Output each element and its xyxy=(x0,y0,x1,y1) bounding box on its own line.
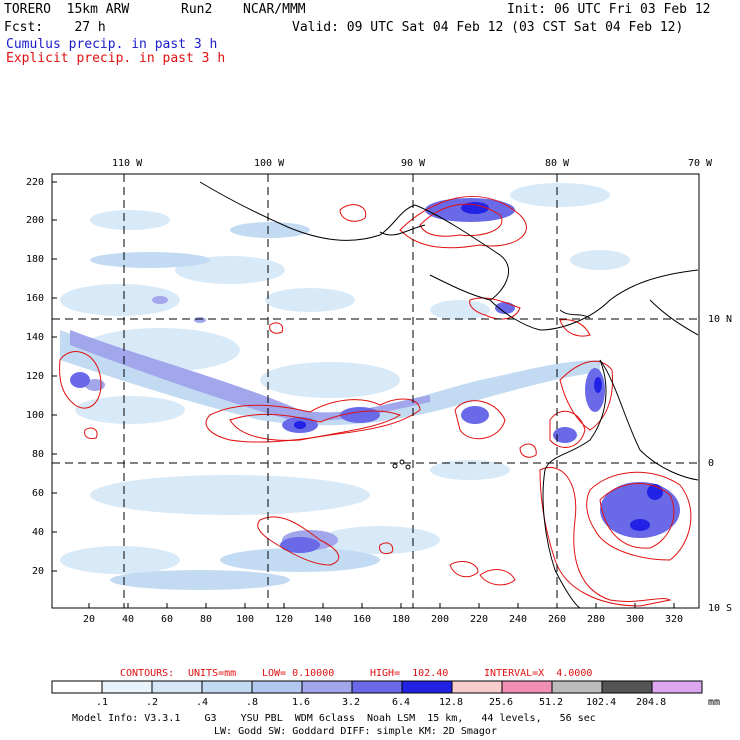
lat-label: 10 S xyxy=(708,603,733,614)
x-tick-label: 220 xyxy=(470,614,489,625)
y-tick-label: 220 xyxy=(26,177,45,188)
y-tick-label: 80 xyxy=(32,449,45,460)
x-tick-label: 140 xyxy=(314,614,333,625)
contours-interval: INTERVAL=X 4.0000 xyxy=(484,668,593,679)
y-tick-label: 120 xyxy=(26,371,45,382)
init-time: Init: 06 UTC Fri 03 Feb 12 xyxy=(507,2,711,17)
legend-cumulus: Cumulus precip. in past 3 h xyxy=(6,37,218,52)
y-tick-label: 140 xyxy=(26,332,45,343)
x-tick-label: 40 xyxy=(122,614,135,625)
precip-field xyxy=(59,181,699,608)
x-tick-label: 160 xyxy=(353,614,372,625)
contours-high: HIGH= 102.40 xyxy=(370,668,449,679)
x-tick-label: 120 xyxy=(275,614,294,625)
colorbar-label: .2 xyxy=(146,697,159,708)
colorbar-label: .8 xyxy=(246,697,259,708)
colorbar-label: 1.6 xyxy=(292,697,311,708)
lon-label: 110 W xyxy=(112,158,143,169)
y-tick-label: 200 xyxy=(26,215,45,226)
legend-explicit: Explicit precip. in past 3 h xyxy=(6,51,226,66)
x-tick-label: 60 xyxy=(161,614,174,625)
org-label: NCAR/MMM xyxy=(243,2,306,17)
y-tick-label: 40 xyxy=(32,527,45,538)
colorbar xyxy=(51,680,703,694)
lat-label: 0 xyxy=(708,458,715,469)
colorbar-label: .1 xyxy=(96,697,109,708)
y-tick-label: 160 xyxy=(26,293,45,304)
x-tick-label: 300 xyxy=(626,614,645,625)
x-tick-label: 240 xyxy=(509,614,528,625)
contours-units: UNITS=mm xyxy=(188,668,237,679)
colorbar-label: 6.4 xyxy=(392,697,411,708)
y-tick-label: 20 xyxy=(32,566,45,577)
forecast-hour: Fcst: 27 h xyxy=(4,20,106,35)
graticule xyxy=(52,174,699,608)
lon-label: 80 W xyxy=(545,158,570,169)
x-tick-label: 100 xyxy=(236,614,255,625)
colorbar-label: 12.8 xyxy=(439,697,464,708)
x-tick-label: 180 xyxy=(392,614,411,625)
run-label: Run2 xyxy=(181,2,213,17)
x-tick-label: 260 xyxy=(548,614,567,625)
model-info: Model Info: V3.3.1 G3 YSU PBL WDM 6class… xyxy=(72,713,596,724)
colorbar-label: 102.4 xyxy=(586,697,617,708)
y-tick-label: 180 xyxy=(26,254,45,265)
model-title: TORERO 15km ARW xyxy=(4,2,130,17)
lon-label: 70 W xyxy=(688,158,713,169)
lat-label: 10 N xyxy=(708,314,733,325)
contours-label: CONTOURS: xyxy=(120,668,175,679)
x-tick-label: 80 xyxy=(200,614,213,625)
contours-low: LOW= 0.10000 xyxy=(262,668,335,679)
lon-label: 100 W xyxy=(254,158,285,169)
colorbar-units: mm xyxy=(708,697,721,708)
colorbar-label: 25.6 xyxy=(489,697,514,708)
model-physics: LW: Godd SW: Goddard DIFF: simple KM: 2D… xyxy=(214,726,497,737)
valid-time: Valid: 09 UTC Sat 04 Feb 12 (03 CST Sat … xyxy=(292,20,684,35)
colorbar-label: 204.8 xyxy=(636,697,667,708)
plot-frame xyxy=(51,173,700,609)
x-tick-label: 280 xyxy=(587,614,606,625)
x-tick-label: 200 xyxy=(431,614,450,625)
y-tick-label: 60 xyxy=(32,488,45,499)
x-tick-label: 320 xyxy=(665,614,684,625)
colorbar-label: 51.2 xyxy=(539,697,564,708)
y-tick-label: 100 xyxy=(26,410,45,421)
colorbar-label: .4 xyxy=(196,697,209,708)
x-tick-label: 20 xyxy=(83,614,96,625)
colorbar-label: 3.2 xyxy=(342,697,361,708)
lon-label: 90 W xyxy=(401,158,426,169)
